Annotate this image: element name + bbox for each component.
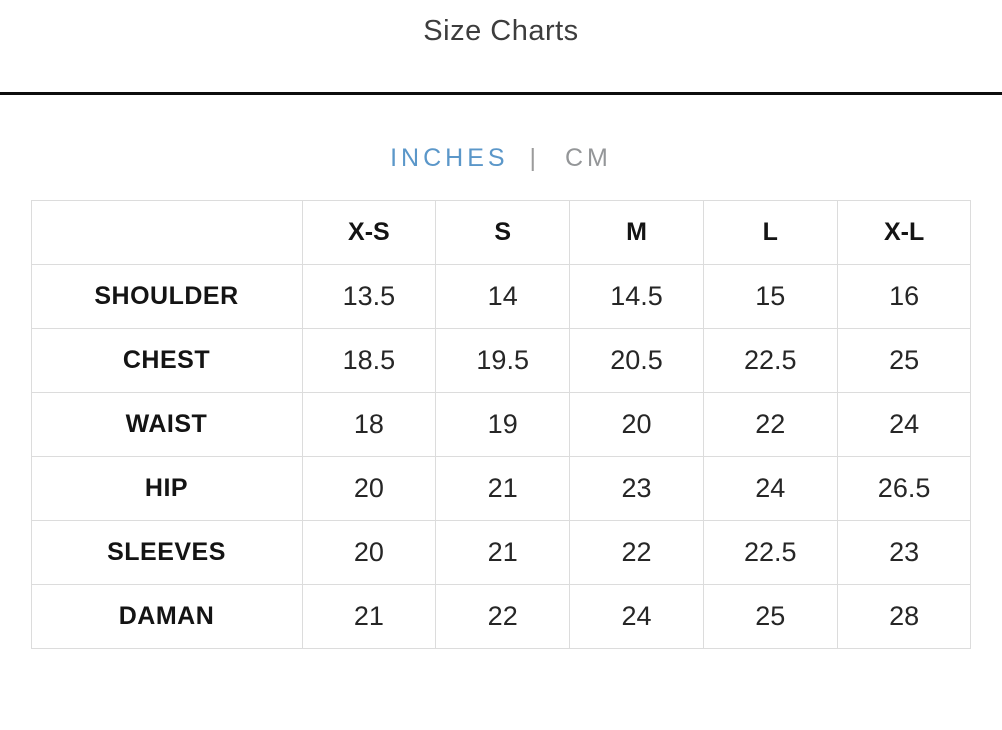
column-header-l: L [702,200,838,265]
table-row-sleeves: SLEEVES 20 21 22 22.5 23 [30,520,972,585]
cell-waist-m: 20 [569,392,704,457]
cell-waist-l: 22 [702,392,838,457]
cell-daman-l: 25 [702,584,838,649]
cell-shoulder-s: 14 [435,264,571,329]
unit-option-inches[interactable]: INCHES [390,144,509,172]
cell-waist-xl: 24 [836,392,972,457]
row-header-waist: WAIST [30,392,303,457]
cell-daman-xl: 28 [836,584,972,649]
table-row-shoulder: SHOULDER 13.5 14 14.5 15 16 [30,264,972,329]
table-row-daman: DAMAN 21 22 24 25 28 [30,584,972,649]
row-header-shoulder: SHOULDER [30,264,303,329]
cell-shoulder-xs: 13.5 [301,264,437,329]
cell-chest-s: 19.5 [435,328,571,393]
column-header-xs: X-S [301,200,437,265]
cell-sleeves-xl: 23 [836,520,972,585]
cell-daman-s: 22 [435,584,571,649]
cell-shoulder-l: 15 [702,264,838,329]
cell-chest-l: 22.5 [702,328,838,393]
cell-shoulder-m: 14.5 [569,264,704,329]
table-row-waist: WAIST 18 19 20 22 24 [30,392,972,457]
cell-sleeves-s: 21 [435,520,571,585]
size-charts-page: Size Charts INCHES | CM X-S S M L X-L SH… [0,14,1002,649]
cell-waist-s: 19 [435,392,571,457]
cell-chest-xs: 18.5 [301,328,437,393]
unit-toggle: INCHES | CM [0,143,1002,173]
row-header-sleeves: SLEEVES [30,520,303,585]
cell-chest-m: 20.5 [569,328,704,393]
title-divider-rule [0,92,1002,95]
cell-daman-m: 24 [569,584,704,649]
cell-sleeves-l: 22.5 [702,520,838,585]
unit-toggle-divider: | [529,144,541,172]
cell-hip-xs: 20 [301,456,437,521]
row-header-daman: DAMAN [30,584,303,649]
cell-hip-xl: 26.5 [836,456,972,521]
page-title: Size Charts [423,15,579,47]
unit-option-cm[interactable]: CM [564,144,612,172]
cell-hip-l: 24 [702,456,838,521]
corner-cell [30,200,303,265]
row-header-chest: CHEST [30,328,303,393]
cell-hip-s: 21 [435,456,571,521]
column-header-m: M [569,200,704,265]
cell-daman-xs: 21 [301,584,437,649]
cell-sleeves-m: 22 [569,520,704,585]
table-header-row: X-S S M L X-L [30,200,972,265]
cell-shoulder-xl: 16 [836,264,972,329]
table-row-chest: CHEST 18.5 19.5 20.5 22.5 25 [30,328,972,393]
table-row-hip: HIP 20 21 23 24 26.5 [30,456,972,521]
row-header-hip: HIP [30,456,303,521]
column-header-s: S [435,200,571,265]
size-chart-table: X-S S M L X-L SHOULDER 13.5 14 14.5 15 1… [30,200,972,649]
cell-waist-xs: 18 [301,392,437,457]
column-header-xl: X-L [836,200,972,265]
cell-sleeves-xs: 20 [301,520,437,585]
cell-chest-xl: 25 [836,328,972,393]
cell-hip-m: 23 [569,456,704,521]
